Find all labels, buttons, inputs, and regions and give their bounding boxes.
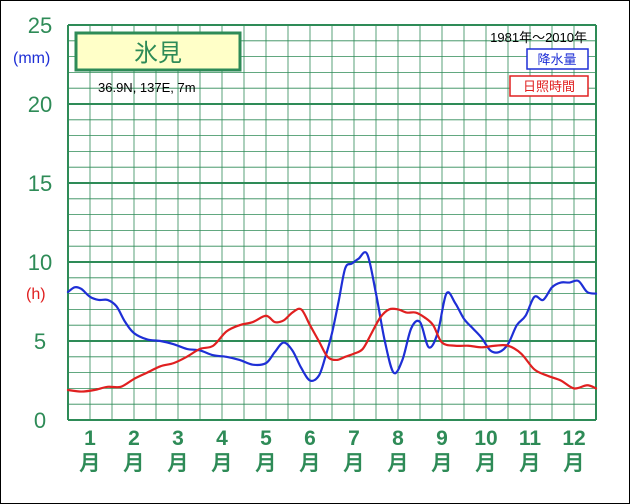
- x-tick-month-number: 6: [304, 427, 316, 450]
- chart-title: 氷見: [134, 39, 182, 67]
- x-tick-month-suffix: 月: [387, 452, 409, 475]
- x-tick-month-number: 7: [348, 427, 360, 450]
- x-tick-month-suffix: 月: [431, 452, 453, 475]
- y-axis-ticks: 0 5 10 15 20 25: [28, 13, 52, 433]
- x-tick-month-suffix: 月: [255, 452, 277, 475]
- x-tick-month-suffix: 月: [343, 452, 365, 475]
- x-tick-month-number: 8: [392, 427, 404, 450]
- x-tick-month-number: 11: [519, 427, 542, 450]
- legend-precip-box: [526, 48, 589, 70]
- x-tick-month-number: 2: [128, 427, 140, 450]
- legend-sun: 日照時間: [523, 80, 575, 95]
- x-tick-month-number: 10: [474, 427, 497, 450]
- x-tick-month-suffix: 月: [167, 452, 189, 475]
- series-lines: [66, 251, 598, 393]
- x-tick-month-suffix: 月: [211, 452, 233, 475]
- x-tick-month-suffix: 月: [79, 452, 101, 475]
- x-tick-month-number: 3: [172, 427, 184, 450]
- x-tick-month-suffix: 月: [299, 452, 321, 475]
- y-tick-label: 20: [28, 92, 52, 117]
- x-tick-month-number: 5: [260, 427, 272, 450]
- y-tick-label: 15: [28, 171, 52, 196]
- title-box: [74, 31, 242, 72]
- y-tick-label: 10: [28, 250, 52, 275]
- x-tick-month-number: 1: [84, 427, 96, 450]
- series-line-precip: [66, 251, 598, 382]
- legend-precip: 降水量: [537, 53, 576, 68]
- unit-sun: (h): [26, 286, 46, 303]
- x-tick-month-suffix: 月: [519, 452, 541, 475]
- y-tick-label: 0: [34, 408, 46, 433]
- x-tick-month-suffix: 月: [475, 452, 497, 475]
- y-tick-label: 25: [28, 13, 52, 38]
- period-label: 1981年〜2010年: [490, 30, 587, 45]
- unit-precip: (mm): [13, 50, 50, 67]
- x-tick-month-number: 4: [216, 427, 228, 450]
- location-label: 36.9N, 137E, 7m: [98, 80, 196, 95]
- grid: [67, 24, 597, 421]
- x-tick-month-number: 9: [436, 427, 448, 450]
- series-line-sunshine: [66, 307, 598, 393]
- x-tick-month-suffix: 月: [123, 452, 145, 475]
- x-tick-month-suffix: 月: [563, 452, 585, 475]
- x-tick-month-number: 12: [562, 427, 585, 450]
- legend-sun-box: [509, 75, 589, 97]
- y-tick-label: 5: [34, 329, 46, 354]
